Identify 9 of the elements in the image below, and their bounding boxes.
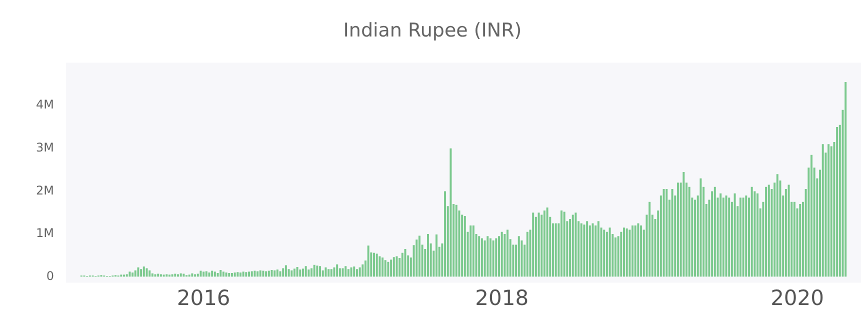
y-tick-label: 0 — [46, 268, 54, 283]
y-tick-label: 2M — [36, 183, 54, 198]
x-tick-label: 2020 — [770, 286, 824, 310]
x-tick-label: 2016 — [176, 286, 230, 310]
chart-title: Indian Rupee (INR) — [343, 19, 522, 42]
y-tick-label: 4M — [36, 98, 54, 112]
y-tick-label: 1M — [36, 226, 54, 240]
x-tick-label: 2018 — [475, 286, 529, 310]
y-tick-label: 3M — [36, 140, 54, 155]
